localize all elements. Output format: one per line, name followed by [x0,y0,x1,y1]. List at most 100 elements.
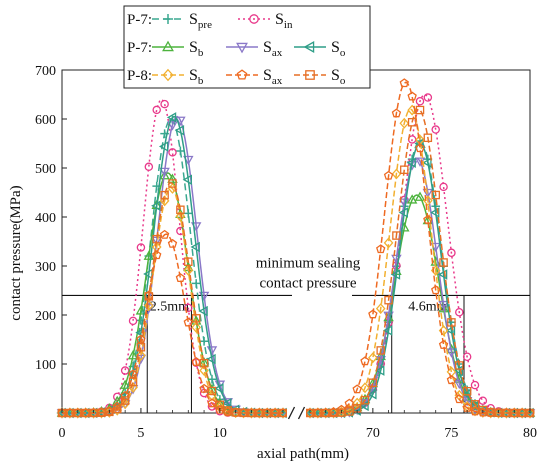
x-tick-label: 70 [366,426,380,441]
x-tick-label: 80 [523,426,537,441]
data-point [159,167,170,178]
data-point [407,91,417,101]
data-point [368,378,378,388]
data-point [320,407,331,419]
data-point [375,365,385,376]
y-axis-label: contact pressure(MPa) [8,185,24,320]
data-point [160,99,169,109]
legend-marker [236,69,248,80]
data-point [455,308,464,317]
data-point [152,250,162,260]
data-point [136,349,146,361]
data-point [391,168,402,180]
legend-label: So [331,39,346,59]
data-point [462,352,472,361]
data-point [144,162,154,172]
legend-marker [249,14,259,24]
data-point [151,200,161,212]
data-point [438,303,449,313]
data-point [191,314,201,323]
legend-label: Sax [263,67,283,87]
data-point [407,117,417,127]
data-point [105,407,114,417]
y-tick-label: 700 [35,64,56,79]
data-point [159,229,170,239]
data-point [415,105,425,115]
data-point [81,408,90,418]
x-tick-label: 10 [213,426,227,441]
data-point [127,350,139,360]
data-point [470,400,480,409]
data-point [166,112,177,123]
y-tick-label: 500 [35,162,56,177]
data-point [97,408,106,417]
data-point [191,321,202,333]
data-point [455,361,464,370]
data-point [199,358,209,368]
data-point [167,121,178,131]
legend-prefix: P-8: [127,68,152,84]
data-point [183,209,193,218]
data-point [461,396,473,407]
data-point [406,157,416,168]
axis-break-gap [287,405,306,421]
y-tick-label: 600 [35,113,56,128]
data-point [422,157,432,168]
data-point [423,93,433,102]
x-tick-label: 75 [444,426,458,441]
data-point [175,273,186,282]
data-point [168,179,177,188]
data-point [423,133,433,143]
data-point [175,210,186,222]
data-point [183,317,193,327]
data-point [438,325,449,337]
data-point [176,146,185,156]
series-line [62,98,283,414]
legend-label: Sb [189,39,204,59]
data-point [438,300,449,311]
data-point [478,396,488,405]
threshold-label: contact pressure [259,275,356,291]
data-point [199,336,209,346]
threshold-label: minimum sealing [256,255,361,271]
data-point [214,383,224,394]
data-point [191,356,201,366]
data-point [128,377,138,387]
data-point [422,188,434,199]
data-point [447,248,456,258]
data-point [454,394,464,404]
data-point [231,408,240,417]
data-point [89,408,98,418]
legend-label: Spre [189,11,212,31]
data-point [247,408,256,418]
series-line [310,81,530,414]
data-point [415,143,425,153]
data-point [470,380,480,390]
legend-marker [303,41,315,53]
data-point [321,408,330,418]
data-point [431,285,441,295]
data-point [222,398,232,409]
width-marker-label: 2.5mm [150,299,189,314]
axis-break-mark [297,406,306,420]
data-point [502,408,511,418]
data-point [431,125,440,134]
legend-marker [162,68,174,82]
data-point [313,408,323,418]
data-point [446,348,457,358]
data-point [344,398,354,408]
data-point [415,96,425,106]
legend-label: So [331,67,346,87]
data-point [414,191,426,201]
data-point [392,231,401,240]
data-point [454,379,465,390]
data-point [278,408,288,418]
y-tick-label: 200 [35,309,56,324]
legend-label: Sax [263,39,283,59]
data-point [400,165,409,174]
series-line [62,233,283,414]
y-tick-label: 400 [35,211,56,226]
data-point [383,237,394,249]
legend-marker [162,40,174,52]
